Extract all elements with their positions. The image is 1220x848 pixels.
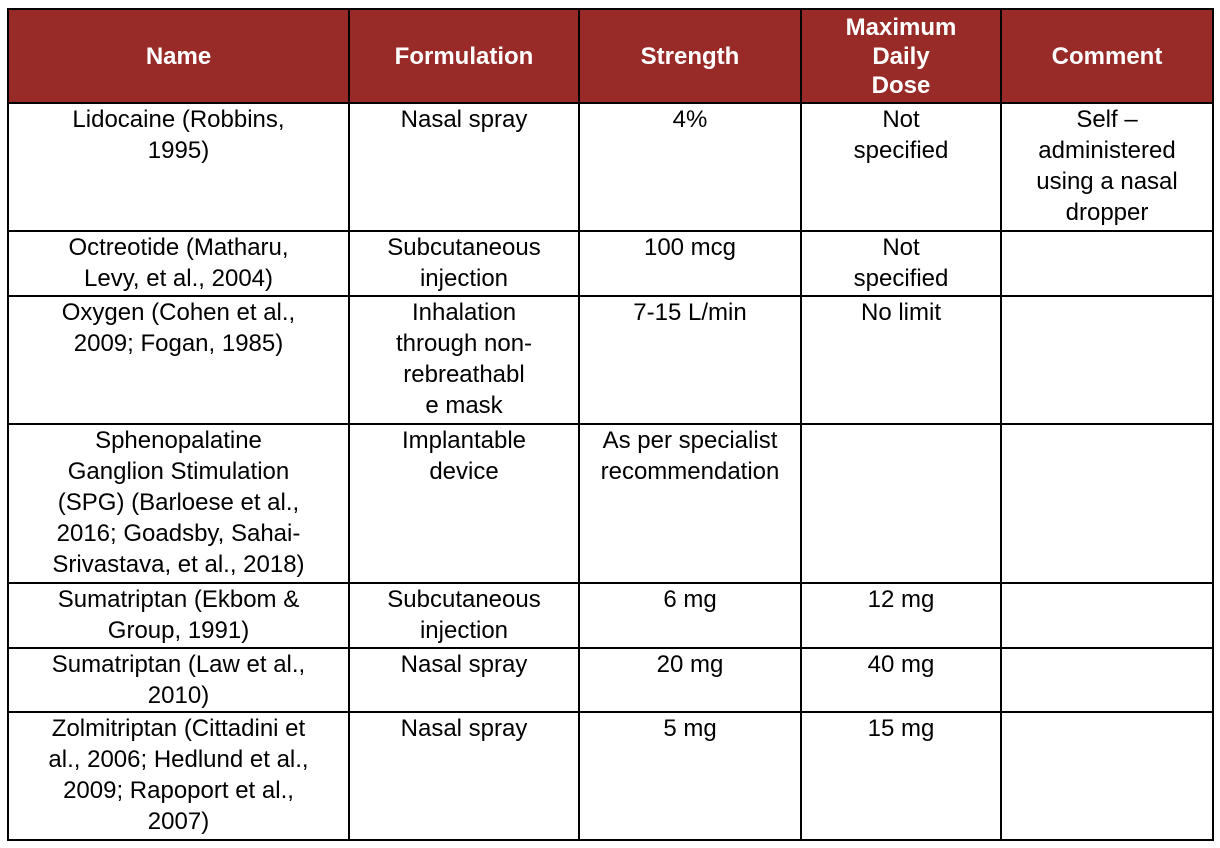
cell-name: Lidocaine (Robbins, 1995): [7, 102, 350, 232]
cell-formulation: Subcutaneous injection: [348, 582, 580, 649]
cell-name: Sphenopalatine Ganglion Stimulation (SPG…: [7, 423, 350, 584]
cell-strength: 5 mg: [578, 711, 802, 841]
cell-comment: [1000, 647, 1214, 713]
table-row: Lidocaine (Robbins, 1995) Nasal spray 4% No…: [7, 102, 1214, 232]
cell-formulation: Nasal spray: [348, 711, 580, 841]
cell-formulation: Nasal spray: [348, 102, 580, 232]
medication-table: Name Formulation Strength Maximum Daily …: [7, 8, 1214, 841]
cell-strength: 4%: [578, 102, 802, 232]
cell-strength: 6 mg: [578, 582, 802, 649]
cell-max-daily-dose: Not specified: [800, 230, 1002, 297]
cell-name: Zolmitriptan (Cittadini et al., 2006; He…: [7, 711, 350, 841]
cell-comment: [1000, 295, 1214, 425]
cell-comment: [1000, 423, 1214, 584]
header-row: Name Formulation Strength Maximum Daily …: [7, 8, 1214, 104]
cell-comment: Self – administered using a nasal droppe…: [1000, 102, 1214, 232]
cell-formulation: Inhalation through non- rebreathabl e ma…: [348, 295, 580, 425]
cell-max-daily-dose: 15 mg: [800, 711, 1002, 841]
cell-max-daily-dose: Not specified: [800, 102, 1002, 232]
cell-max-daily-dose: 40 mg: [800, 647, 1002, 713]
cell-strength: 20 mg: [578, 647, 802, 713]
cell-name: Sumatriptan (Law et al., 2010): [7, 647, 350, 713]
cell-comment: [1000, 582, 1214, 649]
cell-name: Sumatriptan (Ekbom & Group, 1991): [7, 582, 350, 649]
cell-strength: 7-15 L/min: [578, 295, 802, 425]
cell-max-daily-dose: 12 mg: [800, 582, 1002, 649]
cell-max-daily-dose: [800, 423, 1002, 584]
table-row: Sumatriptan (Ekbom & Group, 1991) Subcuta…: [7, 582, 1214, 649]
cell-max-daily-dose: No limit: [800, 295, 1002, 425]
cell-strength: As per specialist recommendation: [578, 423, 802, 584]
cell-name: Octreotide (Matharu, Levy, et al., 2004): [7, 230, 350, 297]
header-formulation: Formulation: [348, 8, 580, 104]
cell-name: Oxygen (Cohen et al., 2009; Fogan, 1985): [7, 295, 350, 425]
cell-strength: 100 mcg: [578, 230, 802, 297]
header-strength: Strength: [578, 8, 802, 104]
cell-formulation: Nasal spray: [348, 647, 580, 713]
table-row: Sphenopalatine Ganglion Stimulation (SPG…: [7, 423, 1214, 584]
table-row: Octreotide (Matharu, Levy, et al., 2004)…: [7, 230, 1214, 297]
header-max-daily-dose: Maximum Daily Dose: [800, 8, 1002, 104]
table-row: Zolmitriptan (Cittadini et al., 2006; He…: [7, 711, 1214, 841]
cell-comment: [1000, 230, 1214, 297]
header-name: Name: [7, 8, 350, 104]
table-row: Sumatriptan (Law et al., 2010) Nasal spra…: [7, 647, 1214, 713]
cell-formulation: Implantable device: [348, 423, 580, 584]
header-comment: Comment: [1000, 8, 1214, 104]
table-row: Oxygen (Cohen et al., 2009; Fogan, 1985)…: [7, 295, 1214, 425]
cell-formulation: Subcutaneous injection: [348, 230, 580, 297]
cell-comment: [1000, 711, 1214, 841]
